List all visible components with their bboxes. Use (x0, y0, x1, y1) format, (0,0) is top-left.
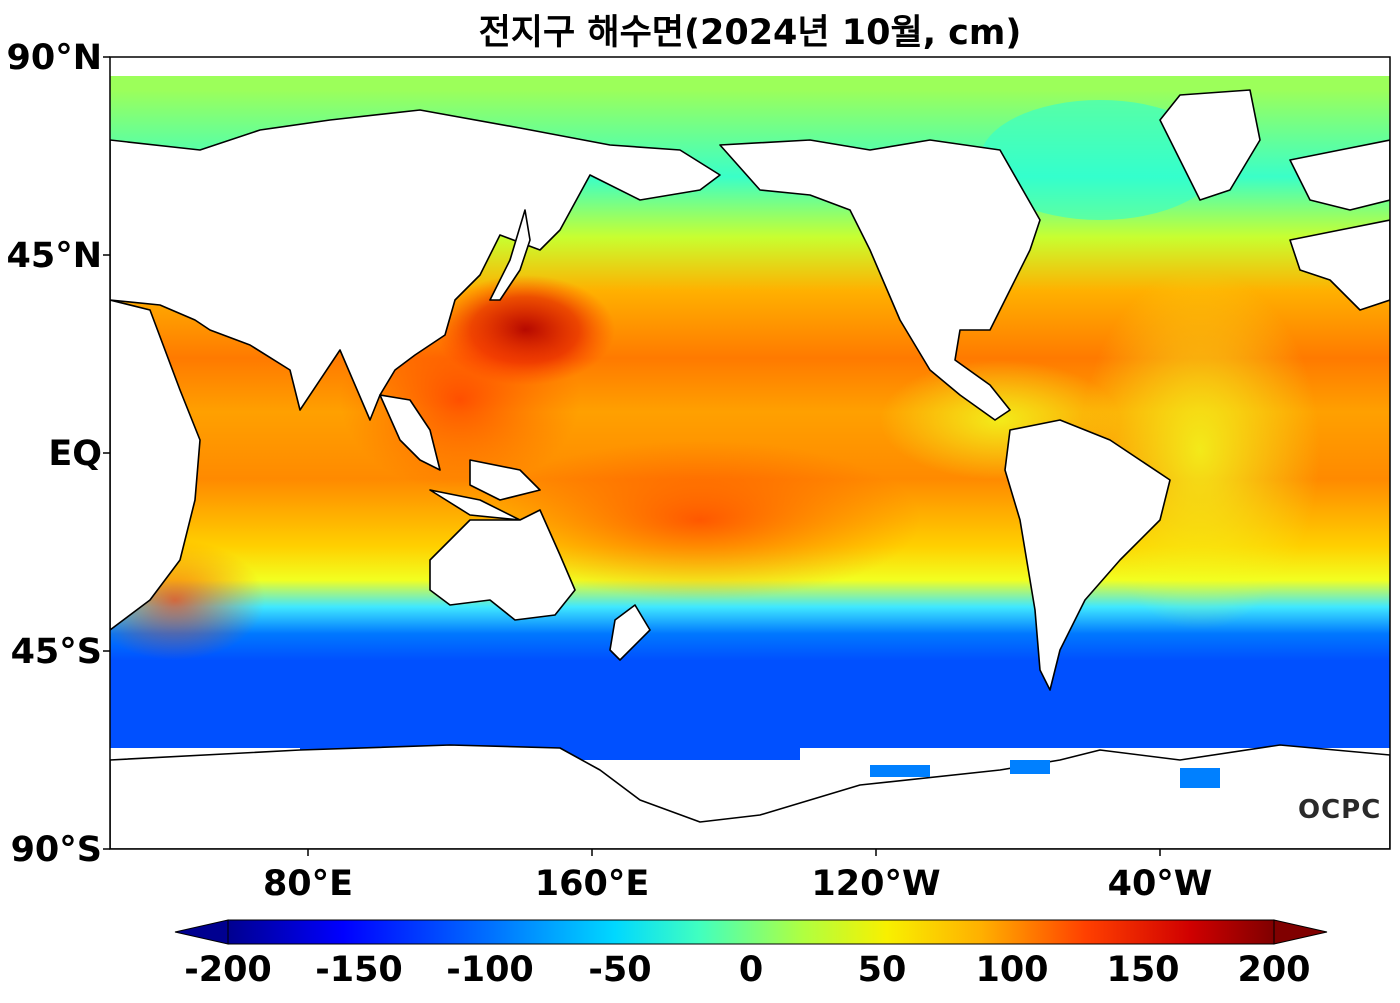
lon-label-80e: 80°E (262, 864, 354, 904)
lat-label-90s: 90°S (10, 830, 102, 870)
colorbar-body (227, 919, 1275, 945)
lat-label-45n: 45°N (6, 236, 103, 276)
colorbar-tick: 100 (975, 950, 1049, 990)
credit-logo: OCPC (1298, 795, 1382, 825)
lat-label-90n: 90°N (6, 38, 103, 78)
lat-label-45s: 45°S (10, 632, 102, 672)
axis-ticks (103, 56, 1161, 856)
land-masses (110, 89, 1390, 849)
colorbar-tick: -150 (315, 950, 403, 990)
colorbar-tick: -200 (184, 950, 272, 990)
colorbar-tick: 150 (1106, 950, 1180, 990)
lon-label-160e: 160°E (534, 864, 650, 904)
colorbar-tick: -100 (446, 950, 534, 990)
colorbar-tick: -50 (588, 950, 652, 990)
colorbar-extend-low (174, 919, 229, 945)
colorbar-tick: 50 (857, 950, 907, 990)
lat-label-eq: EQ (48, 434, 102, 474)
colorbar-tick: 200 (1237, 950, 1311, 990)
lon-label-120w: 120°W (811, 864, 941, 904)
colorbar-extend-high (1273, 919, 1328, 945)
colorbar (174, 919, 1328, 945)
colorbar-tick: 0 (738, 950, 764, 990)
map-title: 전지구 해수면(2024년 10월, cm) (478, 13, 1022, 53)
lon-label-40w: 40°W (1107, 864, 1213, 904)
